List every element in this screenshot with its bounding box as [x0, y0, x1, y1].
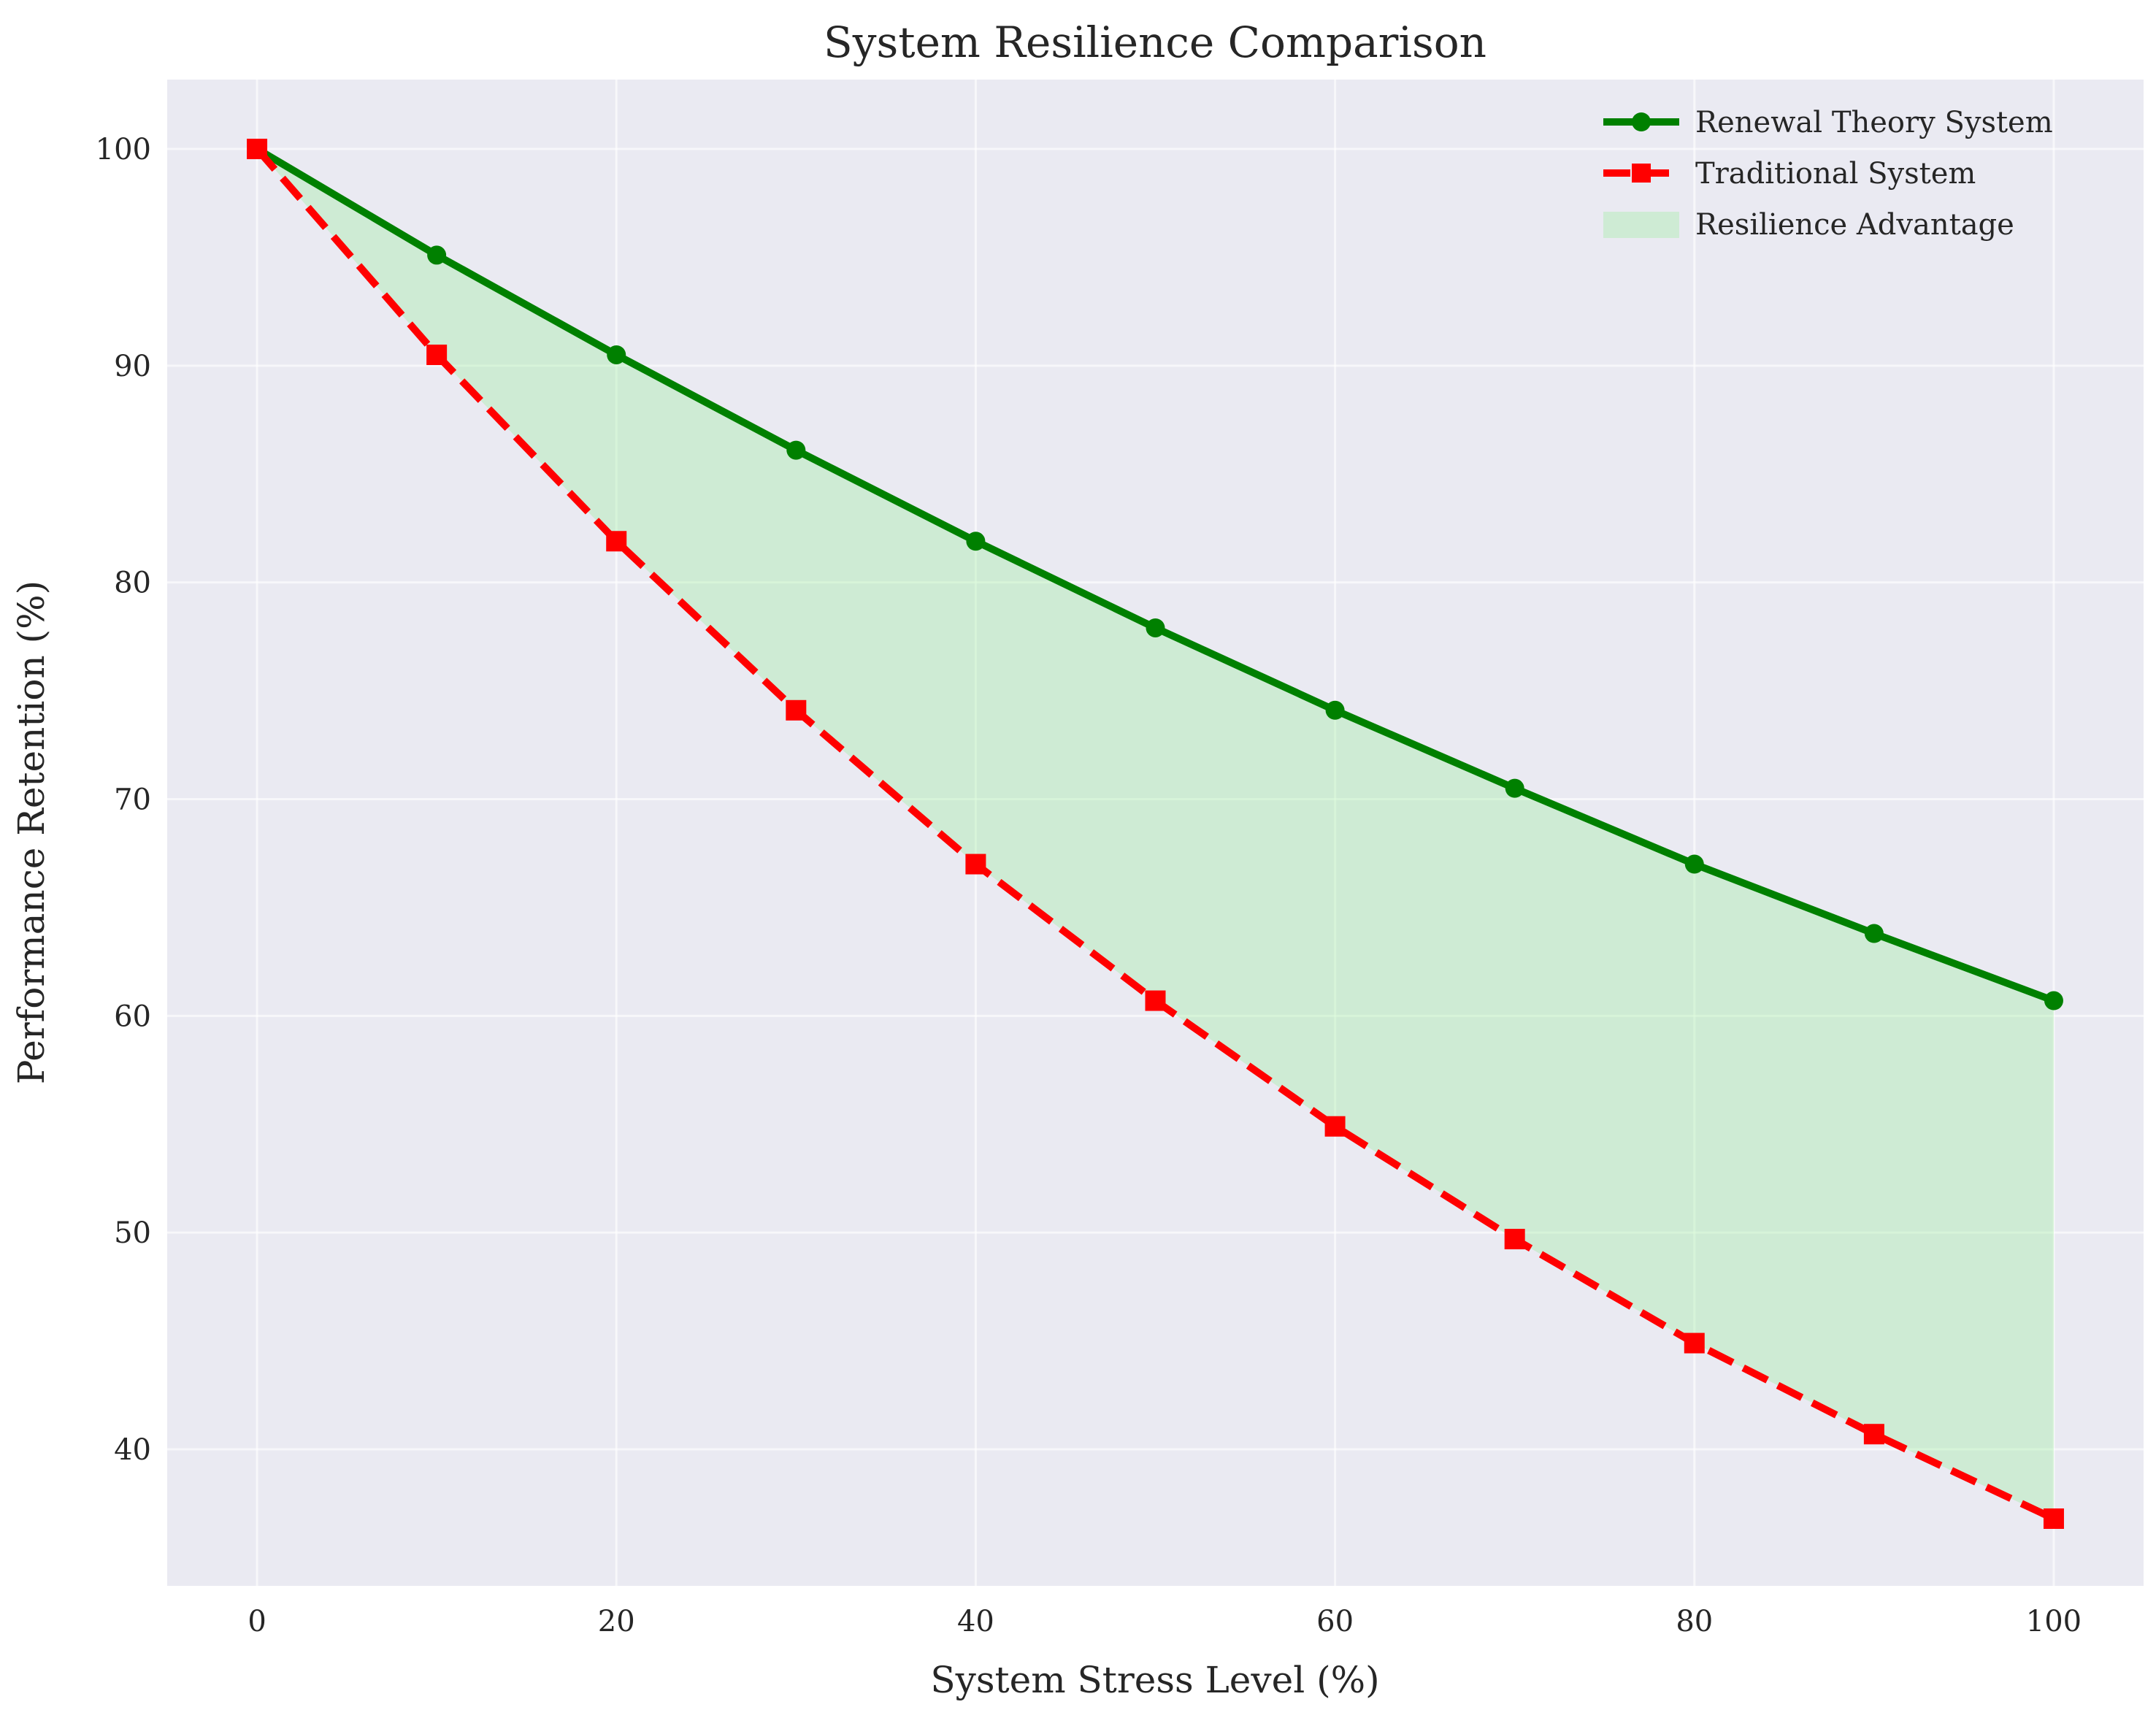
y-tick-label: 40: [114, 1433, 151, 1467]
data-point: [2043, 1508, 2064, 1529]
legend: Renewal Theory System Traditional System…: [1603, 106, 2053, 242]
y-tick-label: 80: [114, 567, 151, 600]
x-tick-label: 80: [1676, 1605, 1713, 1638]
x-tick-label: 40: [957, 1605, 994, 1638]
legend-marker-traditional: [1632, 164, 1651, 183]
series-layer: [247, 138, 2064, 1529]
grid-lines: [167, 80, 2144, 1586]
x-tick-label: 0: [248, 1605, 266, 1638]
legend-swatch-advantage: [1603, 212, 1679, 238]
data-point: [1324, 1116, 1346, 1137]
data-point: [1864, 924, 1884, 943]
x-axis-label: System Stress Level (%): [930, 1659, 1379, 1701]
data-point: [1504, 1229, 1525, 1250]
data-point: [1145, 990, 1166, 1011]
legend-label-advantage: Resilience Advantage: [1695, 208, 2014, 242]
legend-label-renewal: Renewal Theory System: [1695, 106, 2053, 139]
x-tick-label: 20: [598, 1605, 635, 1638]
data-point: [606, 531, 627, 552]
data-point: [1684, 854, 1704, 874]
data-point: [247, 138, 268, 159]
data-point: [1325, 700, 1345, 720]
chart-title: System Resilience Comparison: [824, 18, 1486, 67]
legend-label-traditional: Traditional System: [1695, 157, 1976, 191]
series-renewal: [248, 139, 2063, 1011]
data-point: [786, 699, 807, 721]
data-point: [966, 532, 986, 551]
y-tick-label: 50: [114, 1216, 151, 1250]
data-point: [1505, 778, 1524, 798]
legend-marker-renewal: [1632, 112, 1651, 131]
data-point: [427, 245, 447, 265]
data-point: [426, 344, 448, 365]
data-point: [1684, 1332, 1705, 1354]
data-point: [607, 345, 626, 364]
y-tick-label: 100: [96, 133, 151, 166]
y-tick-label: 70: [114, 783, 151, 816]
data-point: [965, 854, 986, 875]
data-point: [786, 440, 806, 460]
y-axis-label: Performance Retention (%): [10, 580, 53, 1084]
data-point: [2044, 991, 2063, 1011]
y-tick-label: 90: [114, 350, 151, 383]
data-point: [1146, 618, 1165, 637]
resilience-advantage-area: [257, 148, 2054, 1519]
x-tick-label: 100: [2026, 1605, 2082, 1638]
plot-background: [167, 80, 2144, 1586]
x-tick-label: 60: [1316, 1605, 1354, 1638]
y-tick-label: 60: [114, 1000, 151, 1033]
series-traditional: [247, 138, 2064, 1529]
tick-labels: 0 20 40 60 80 100 40 50 60 70 80 90 100: [96, 133, 2082, 1638]
data-point: [1863, 1424, 1884, 1445]
